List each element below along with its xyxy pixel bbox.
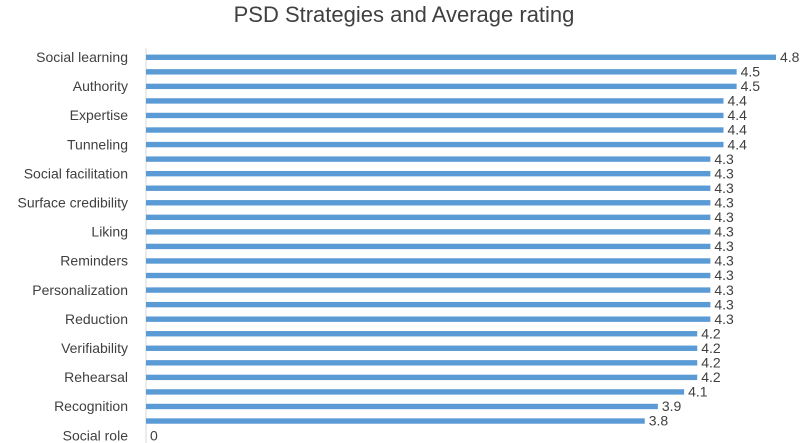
bar <box>146 258 711 264</box>
value-label: 3.8 <box>649 413 669 429</box>
bar <box>146 360 698 366</box>
bar <box>146 83 737 90</box>
bar <box>146 127 724 133</box>
y-tick-label: Liking <box>91 224 128 240</box>
value-label: 4.1 <box>688 384 708 400</box>
value-label: 4.2 <box>701 340 721 356</box>
value-label: 4.3 <box>714 267 734 283</box>
value-label: 4.3 <box>714 224 734 240</box>
bar <box>146 331 698 337</box>
value-label: 4.2 <box>701 325 721 341</box>
bar <box>146 98 724 104</box>
bar <box>146 403 658 410</box>
value-label: 0 <box>150 427 158 443</box>
bar <box>146 243 711 250</box>
bar <box>146 185 711 191</box>
value-label: 4.3 <box>714 151 734 167</box>
bar <box>146 418 645 424</box>
value-label: 4.3 <box>714 165 734 181</box>
y-tick-label: Social facilitation <box>24 165 128 181</box>
value-label: 4.3 <box>714 253 734 269</box>
y-tick-label: Reminders <box>60 253 128 269</box>
bar <box>146 141 724 148</box>
value-label: 4.2 <box>701 369 721 385</box>
y-tick-label: Social role <box>63 427 129 443</box>
y-tick-label: Tunneling <box>67 136 128 152</box>
value-label: 4.3 <box>714 296 734 312</box>
value-label: 4.2 <box>701 355 721 371</box>
value-label: 4.4 <box>728 136 748 152</box>
y-tick-label: Authority <box>73 78 128 94</box>
value-label: 4.4 <box>728 107 748 123</box>
bar <box>146 374 698 381</box>
value-label: 4.3 <box>714 194 734 210</box>
y-tick-label: Recognition <box>54 398 128 414</box>
bar <box>146 301 711 308</box>
chart-title: PSD Strategies and Average rating <box>234 2 575 27</box>
y-tick-label: Rehearsal <box>64 369 128 385</box>
y-tick-label: Verifiability <box>61 340 128 356</box>
bar <box>146 200 711 206</box>
bar <box>146 345 698 351</box>
value-label: 4.5 <box>741 64 761 80</box>
value-label: 3.9 <box>662 398 682 414</box>
y-tick-label: Surface credibility <box>18 194 129 210</box>
y-tick-label: Expertise <box>70 107 129 123</box>
bar <box>146 170 711 177</box>
bar <box>146 214 711 221</box>
value-label: 4.3 <box>714 282 734 298</box>
bar <box>146 389 685 395</box>
value-label: 4.3 <box>714 311 734 327</box>
y-tick-label: Reduction <box>65 311 128 327</box>
value-label: 4.8 <box>780 49 800 65</box>
bar <box>146 316 711 322</box>
value-label: 4.3 <box>714 180 734 196</box>
value-label: 4.4 <box>728 93 748 109</box>
bar <box>146 229 711 235</box>
bar <box>146 112 724 119</box>
bar <box>146 272 711 279</box>
value-label: 4.5 <box>741 78 761 94</box>
bar <box>146 54 776 60</box>
bar <box>146 287 711 293</box>
bar <box>146 69 737 75</box>
value-label: 4.3 <box>714 209 734 225</box>
value-label: 4.3 <box>714 238 734 254</box>
y-tick-label: Personalization <box>32 282 128 298</box>
value-label: 4.4 <box>728 122 748 138</box>
y-tick-label: Social learning <box>36 49 128 65</box>
bar <box>146 156 711 162</box>
